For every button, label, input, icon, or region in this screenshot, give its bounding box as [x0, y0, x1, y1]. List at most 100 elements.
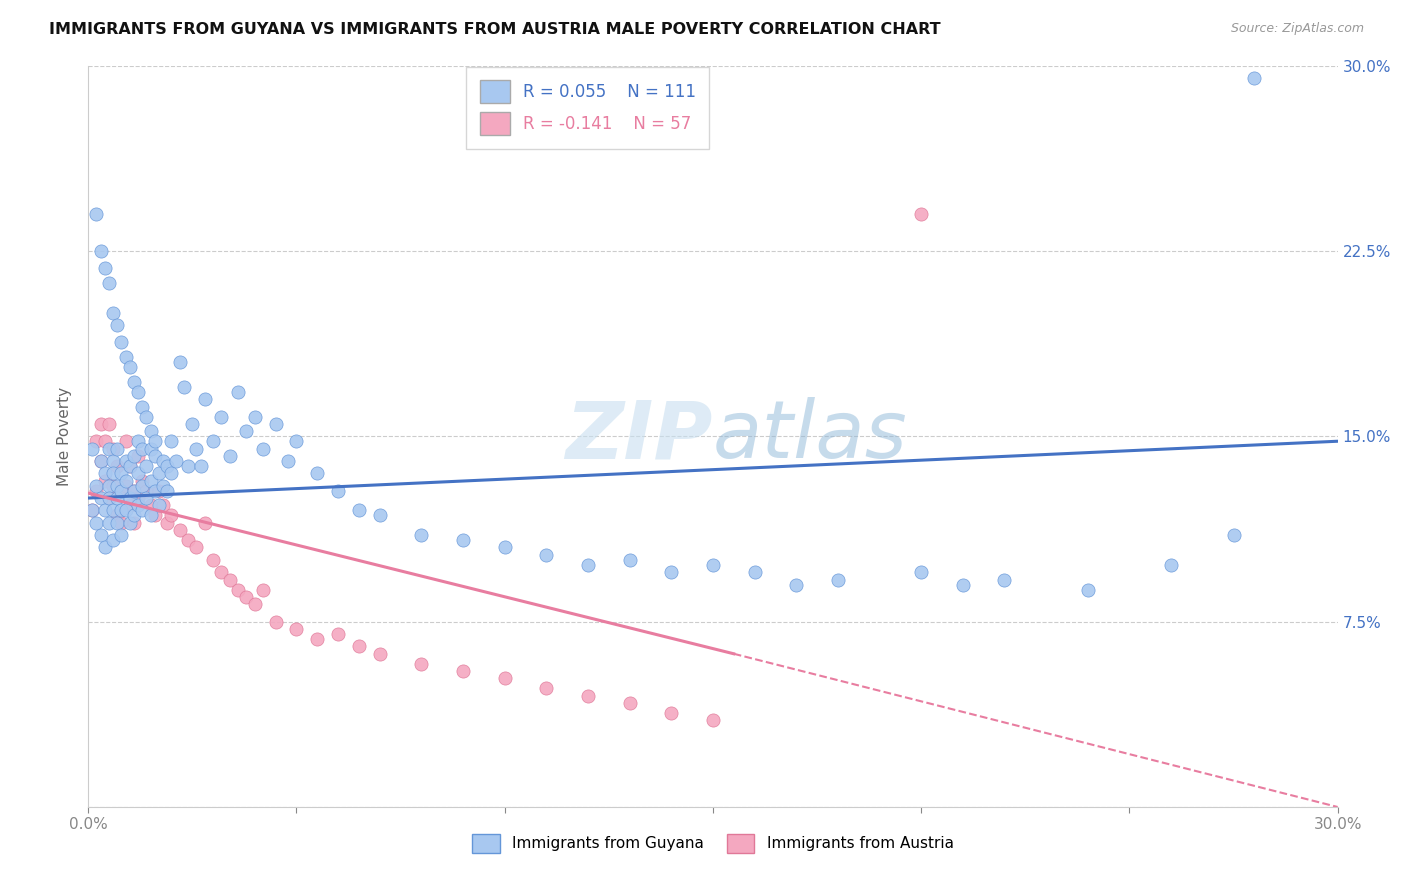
Point — [148, 467, 170, 481]
Point — [152, 479, 174, 493]
Text: atlas: atlas — [713, 397, 908, 475]
Point — [101, 442, 124, 456]
Point — [105, 508, 128, 523]
Point — [1222, 528, 1244, 542]
Point — [98, 479, 121, 493]
Point — [86, 434, 108, 449]
Point — [122, 483, 145, 498]
Point — [110, 503, 132, 517]
Point — [347, 640, 370, 654]
Point — [82, 442, 104, 456]
Point — [347, 503, 370, 517]
Point — [202, 434, 225, 449]
Point — [411, 528, 433, 542]
Point — [744, 565, 766, 579]
Point — [98, 491, 121, 505]
Point — [114, 503, 136, 517]
Point — [186, 541, 208, 555]
Point — [101, 479, 124, 493]
Point — [218, 573, 240, 587]
Point — [94, 434, 117, 449]
Point — [536, 681, 558, 696]
Point — [98, 417, 121, 431]
Point — [910, 207, 932, 221]
Point — [114, 350, 136, 364]
Text: Source: ZipAtlas.com: Source: ZipAtlas.com — [1230, 22, 1364, 36]
Point — [139, 508, 162, 523]
Point — [118, 360, 141, 375]
Point — [94, 541, 117, 555]
Point — [127, 434, 149, 449]
Point — [1160, 558, 1182, 572]
Point — [156, 483, 179, 498]
Point — [169, 355, 191, 369]
Point — [122, 508, 145, 523]
Point — [181, 417, 204, 431]
Point — [139, 442, 162, 456]
Point — [82, 503, 104, 517]
Point — [127, 491, 149, 505]
Point — [165, 454, 187, 468]
Point — [659, 706, 682, 720]
Point — [993, 573, 1015, 587]
Point — [90, 417, 112, 431]
Point — [118, 499, 141, 513]
Text: IMMIGRANTS FROM GUYANA VS IMMIGRANTS FROM AUSTRIA MALE POVERTY CORRELATION CHART: IMMIGRANTS FROM GUYANA VS IMMIGRANTS FRO… — [49, 22, 941, 37]
Point — [101, 503, 124, 517]
Point — [110, 528, 132, 542]
Point — [139, 499, 162, 513]
Point — [101, 454, 124, 468]
Point — [143, 449, 166, 463]
Point — [122, 449, 145, 463]
Point — [190, 458, 212, 473]
Point — [285, 434, 308, 449]
Point — [173, 380, 195, 394]
Point — [105, 442, 128, 456]
Point — [494, 541, 516, 555]
Point — [122, 516, 145, 530]
Point — [226, 582, 249, 597]
Point — [90, 491, 112, 505]
Point — [194, 392, 217, 407]
Point — [127, 384, 149, 399]
Point — [202, 553, 225, 567]
Point — [156, 458, 179, 473]
Point — [252, 582, 274, 597]
Point — [127, 499, 149, 513]
Point — [209, 565, 232, 579]
Point — [143, 508, 166, 523]
Point — [368, 647, 391, 661]
Point — [105, 479, 128, 493]
Point — [156, 516, 179, 530]
Point — [135, 483, 157, 498]
Point — [131, 442, 153, 456]
Point — [702, 558, 724, 572]
Point — [90, 528, 112, 542]
Point — [326, 627, 349, 641]
Point — [114, 479, 136, 493]
Point — [139, 425, 162, 439]
Point — [86, 207, 108, 221]
Point — [209, 409, 232, 424]
Point — [110, 467, 132, 481]
Point — [110, 516, 132, 530]
Point — [122, 375, 145, 389]
Point — [135, 491, 157, 505]
Point — [90, 454, 112, 468]
Point — [101, 467, 124, 481]
Point — [86, 479, 108, 493]
Point — [576, 558, 599, 572]
Point — [368, 508, 391, 523]
Point — [536, 548, 558, 562]
Point — [307, 467, 329, 481]
Point — [110, 483, 132, 498]
Point — [243, 598, 266, 612]
Point — [131, 479, 153, 493]
Point — [98, 442, 121, 456]
Point — [619, 553, 641, 567]
Point — [105, 458, 128, 473]
Point — [82, 503, 104, 517]
Point — [114, 454, 136, 468]
Point — [118, 516, 141, 530]
Point — [952, 577, 974, 591]
